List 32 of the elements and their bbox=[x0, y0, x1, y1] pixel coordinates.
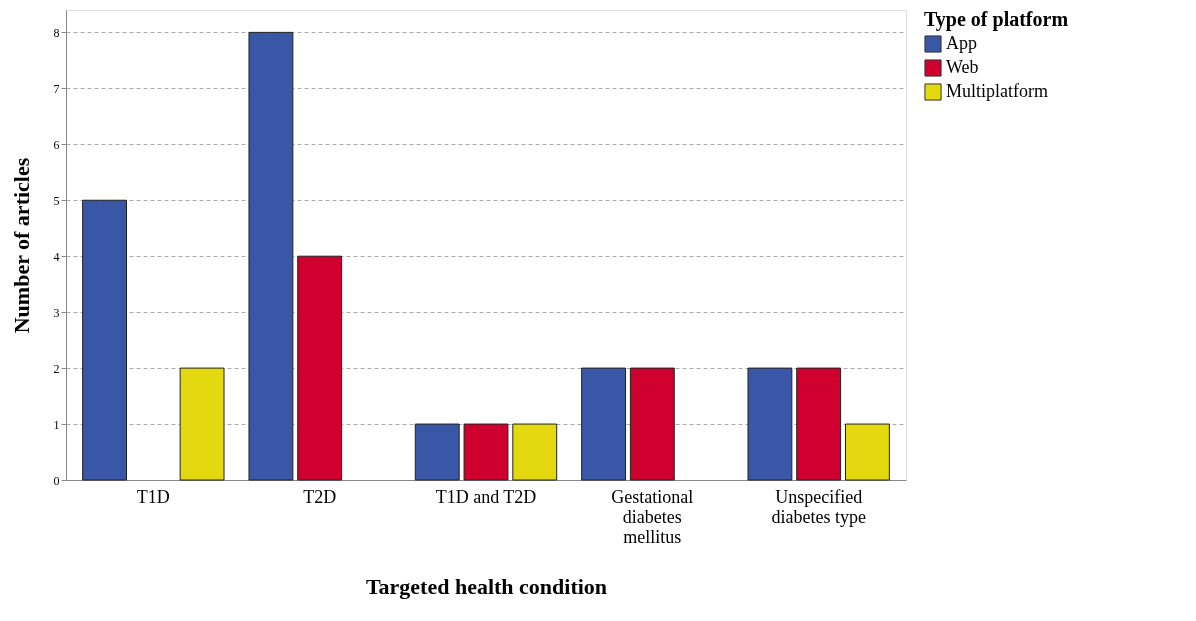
x-tick-label: Gestational diabetes mellitus bbox=[611, 486, 694, 547]
bar bbox=[629, 367, 675, 481]
y-tick-label: 7 bbox=[53, 81, 60, 96]
legend-label: Multiplatform bbox=[946, 81, 1048, 101]
bar bbox=[297, 255, 343, 481]
bar bbox=[512, 423, 558, 481]
bar bbox=[414, 423, 460, 481]
x-tick-label: T2D bbox=[303, 486, 337, 507]
y-tick-label: 1 bbox=[53, 417, 60, 432]
legend-label: App bbox=[946, 33, 977, 53]
bar bbox=[844, 423, 890, 481]
bar bbox=[581, 367, 627, 481]
y-tick-label: 6 bbox=[53, 137, 60, 152]
legend-title: Type of platform bbox=[924, 8, 1069, 31]
y-tick-label: 5 bbox=[53, 193, 60, 208]
y-tick-label: 8 bbox=[53, 25, 60, 40]
x-tick-label: T1D and T2D bbox=[435, 486, 537, 507]
bar bbox=[248, 31, 294, 481]
x-axis-title: Targeted health condition bbox=[365, 573, 608, 599]
bar bbox=[82, 199, 128, 481]
y-tick-label: 2 bbox=[53, 361, 60, 376]
legend-label: Web bbox=[946, 57, 979, 77]
y-tick-label: 4 bbox=[53, 249, 60, 264]
bar bbox=[747, 367, 793, 481]
y-tick-label: 3 bbox=[53, 305, 60, 320]
bar bbox=[179, 367, 225, 481]
x-tick-label: T1D bbox=[136, 486, 170, 507]
bar bbox=[463, 423, 509, 481]
y-tick-label: 0 bbox=[53, 473, 60, 488]
bar bbox=[796, 367, 842, 481]
x-tick-label: Unspecified diabetes type bbox=[771, 486, 866, 527]
y-axis-title: Number of articles bbox=[8, 157, 34, 334]
